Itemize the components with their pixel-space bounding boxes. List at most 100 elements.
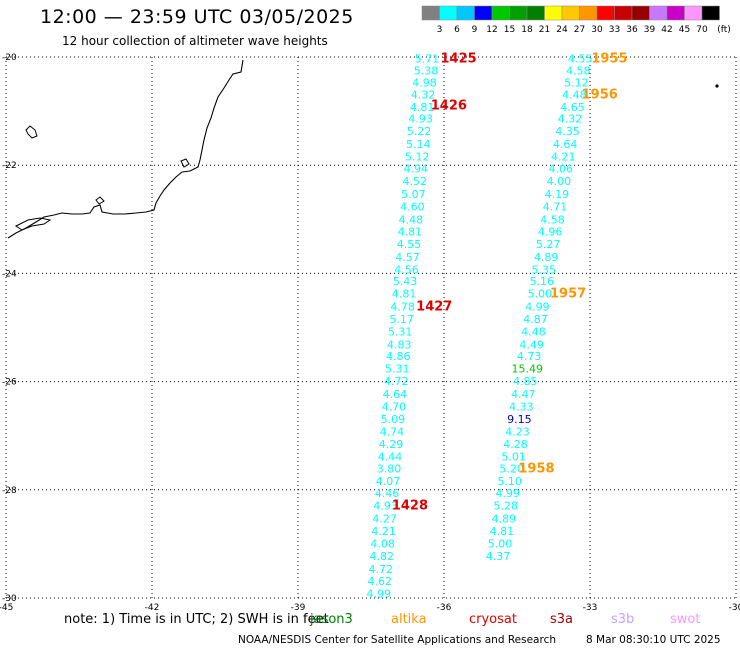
bay-outline <box>15 217 52 231</box>
wave-height-value: 5.22 <box>407 125 432 138</box>
wave-height-value: 4.98 <box>412 76 437 89</box>
wave-height-value: 9.15 <box>507 413 532 426</box>
wave-height-value: 4.21 <box>551 151 576 164</box>
wave-height-value: 4.06 <box>549 162 574 175</box>
wave-height-value: 4.57 <box>395 251 420 264</box>
color-scale-label: 42 <box>661 25 672 35</box>
wave-height-value: 5.12 <box>564 76 589 89</box>
legend-satellite-s3b: s3b <box>611 612 635 627</box>
wave-height-value: 4.99 <box>525 300 550 313</box>
wave-height-value: 4.60 <box>400 200 425 213</box>
y-tick-label: -24 <box>2 269 17 279</box>
wave-height-value: 4.08 <box>370 537 395 550</box>
chart-title: 12:00 — 23:59 UTC 03/05/2025 <box>40 6 354 28</box>
wave-height-value: 4.29 <box>379 438 404 451</box>
wave-height-value: 4.58 <box>540 213 565 226</box>
wave-height-value: 5.14 <box>406 138 431 151</box>
wave-height-value: 4.73 <box>517 350 542 363</box>
color-scale-label: 21 <box>539 25 550 35</box>
wave-height-value: 4.35 <box>555 125 580 138</box>
color-scale-swatch <box>701 5 720 21</box>
island-outline <box>25 125 38 139</box>
wave-height-value: 4.23 <box>505 425 530 438</box>
y-tick-label: -26 <box>2 378 17 388</box>
wave-height-value: 4.83 <box>387 338 412 351</box>
pass-time-label: 1958 <box>518 462 554 477</box>
x-tick-label: -33 <box>583 603 598 612</box>
legend-satellite-cryosat: cryosat <box>469 612 517 627</box>
wave-height-value: 5.27 <box>536 238 561 251</box>
wave-height-value: 5.10 <box>497 475 522 488</box>
wave-height-value: 4.89 <box>534 251 559 264</box>
wave-height-value: 4.56 <box>394 264 419 277</box>
wave-height-value: 4.19 <box>545 188 570 201</box>
wave-height-value: 4.81 <box>392 287 417 300</box>
wave-height-value: 4.48 <box>399 213 424 226</box>
pass-time-label: 1426 <box>431 99 467 114</box>
x-tick-label: -45 <box>0 603 13 612</box>
wave-height-value: 4.55 <box>397 238 422 251</box>
wave-height-value: 5.16 <box>530 275 555 288</box>
wave-height-value: 5.01 <box>501 450 526 463</box>
wave-height-value: 4.48 <box>562 88 587 101</box>
wave-height-value: 4.93 <box>408 113 433 126</box>
y-tick-label: -30 <box>2 594 17 604</box>
island-dot <box>715 84 719 88</box>
wave-height-value: 5.28 <box>494 499 519 512</box>
island-outline <box>180 158 190 168</box>
x-tick-label: -39 <box>291 603 306 612</box>
wave-height-value: 4.70 <box>382 400 407 413</box>
wave-height-value: 4.86 <box>386 350 411 363</box>
wave-height-value: 4.37 <box>486 550 511 563</box>
wave-height-value: 4.64 <box>553 138 578 151</box>
color-scale-label: 3 <box>437 25 443 35</box>
y-tick-label: -20 <box>2 53 17 63</box>
wave-height-value: 4.33 <box>509 400 534 413</box>
color-scale: 3 6 9 12 15 18 21 24 27 30 33 36 39 42 45 70 (ft) <box>421 5 730 35</box>
wave-height-value: 4.81 <box>398 226 423 239</box>
wave-height-value: 4.71 <box>543 200 568 213</box>
legend-satellite-jason3: jason3 <box>310 612 353 627</box>
pass-time-label: 1956 <box>582 87 618 102</box>
wave-height-value: 5.20 <box>499 463 524 476</box>
color-scale-label: 6 <box>454 25 460 35</box>
wave-height-value: 5.07 <box>401 188 426 201</box>
wave-height-value: 5.35 <box>532 264 557 277</box>
wave-height-map: -45 -42 -39 -36 -33 -30 -20 -22 -24 -26 -28 -30 5.71… <box>0 52 740 612</box>
wave-height-value: 4.46 <box>375 487 400 500</box>
pass-time-label: 1428 <box>392 498 428 513</box>
x-tick-label: -30 <box>729 603 740 612</box>
color-scale-label: 70 <box>696 25 708 35</box>
wave-height-value: 4.32 <box>411 88 436 101</box>
wave-height-value: 4.64 <box>383 388 408 401</box>
wave-height-value: 4.65 <box>560 101 585 114</box>
color-scale-label: 15 <box>504 25 515 35</box>
wave-height-value: 5.12 <box>405 151 430 164</box>
wave-height-value: 4.81 <box>410 101 435 114</box>
island-outline <box>95 196 105 205</box>
wave-height-value: 4.48 <box>521 325 546 338</box>
legend-note: note: 1) Time is in UTC; 2) SWH is in fe… <box>64 612 329 627</box>
color-scale-label: 36 <box>626 25 638 35</box>
wave-height-value: 4.27 <box>372 512 397 525</box>
footer-credit: NOAA/NESDIS Center for Satellite Applica… <box>238 634 556 646</box>
wave-height-value: 4.32 <box>558 113 583 126</box>
wave-height-value: 5.00 <box>488 537 513 550</box>
wave-height-value: 4.07 <box>376 475 401 488</box>
wave-height-value: 5.31 <box>388 325 413 338</box>
x-tick-label: -42 <box>145 603 160 612</box>
wave-height-value: 4.82 <box>369 550 394 563</box>
wave-height-value: 4.96 <box>538 226 563 239</box>
color-scale-label: 18 <box>521 25 533 35</box>
wave-height-value: 4.99 <box>496 487 521 500</box>
wave-height-value: 4.49 <box>519 338 544 351</box>
wave-height-value: 4.85 <box>513 375 538 388</box>
wave-height-value: 4.72 <box>384 375 409 388</box>
wave-height-value: 4.74 <box>380 425 405 438</box>
wave-height-value: 5.09 <box>381 413 406 426</box>
color-scale-label: 12 <box>486 25 497 35</box>
wave-height-value: 4.89 <box>492 512 517 525</box>
pass-time-label: 1955 <box>591 52 627 67</box>
wave-height-value: 5.17 <box>389 313 414 326</box>
color-scale-label: 9 <box>472 25 478 35</box>
